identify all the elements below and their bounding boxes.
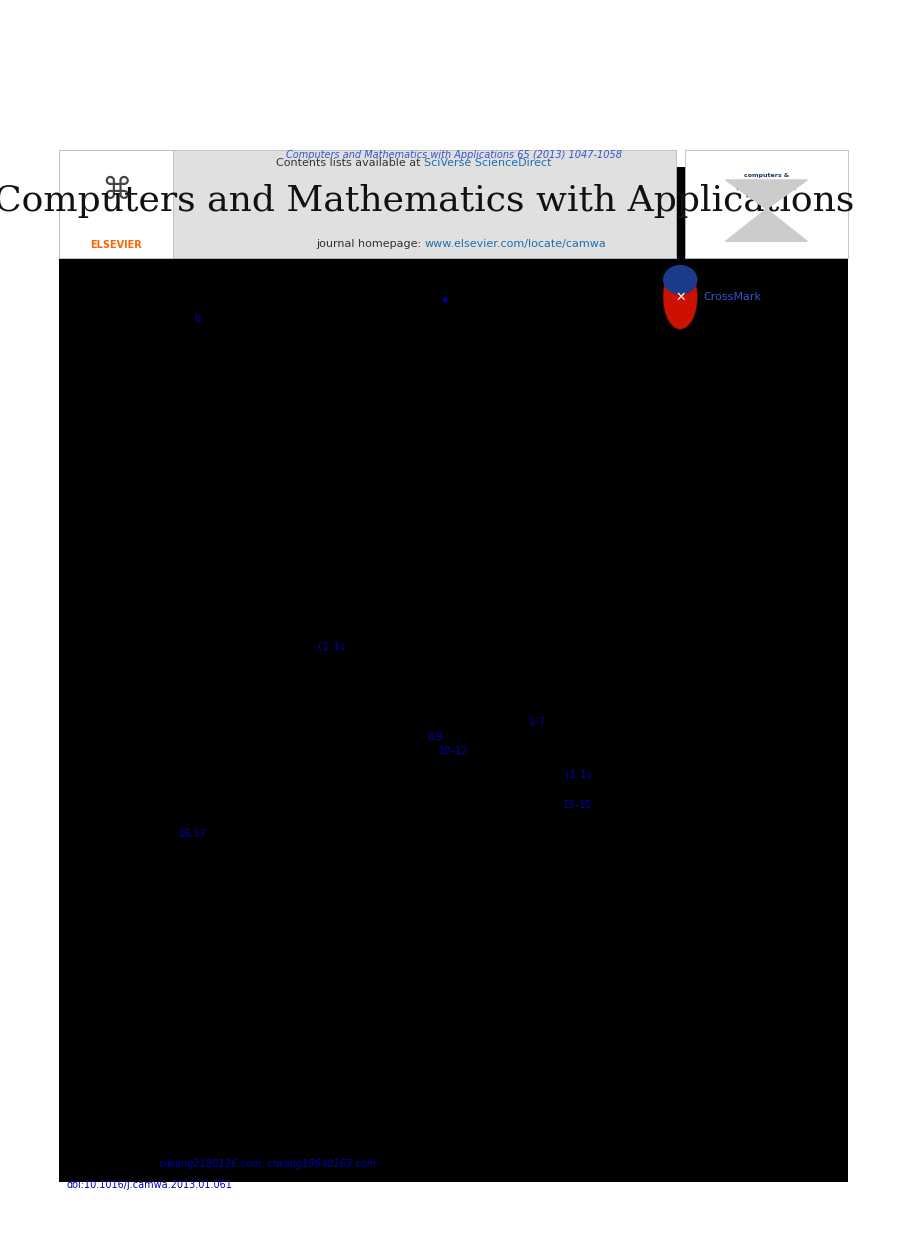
Text: Computers and Mathematics with Applications: Computers and Mathematics with Applicati… — [0, 184, 854, 218]
Text: (1.1): (1.1) — [564, 770, 591, 780]
Text: ★: ★ — [440, 295, 449, 305]
Text: 13–15: 13–15 — [563, 800, 592, 810]
Text: 1–7: 1–7 — [529, 717, 547, 727]
Text: 8,9: 8,9 — [428, 732, 443, 742]
Text: doi:10.1016/j.camwa.2013.01.061: doi:10.1016/j.camwa.2013.01.061 — [66, 1180, 232, 1190]
FancyBboxPatch shape — [685, 150, 848, 258]
FancyBboxPatch shape — [59, 150, 173, 258]
Text: clwang2180126.com; clwang19640163.com: clwang2180126.com; clwang19640163.com — [159, 1159, 375, 1169]
Text: 10–12: 10–12 — [439, 747, 468, 756]
Text: SciVerse ScienceDirect: SciVerse ScienceDirect — [424, 157, 552, 167]
Text: b: b — [195, 314, 200, 324]
Text: journal homepage:: journal homepage: — [316, 239, 424, 249]
FancyBboxPatch shape — [59, 150, 676, 258]
Ellipse shape — [663, 265, 697, 295]
Text: 16,17: 16,17 — [180, 829, 207, 839]
Ellipse shape — [663, 265, 697, 329]
Polygon shape — [726, 209, 807, 241]
Text: computers &
mathematics
with applications: computers & mathematics with application… — [736, 173, 796, 191]
Text: Contents lists available at: Contents lists available at — [277, 157, 424, 167]
Text: (1.1): (1.1) — [317, 641, 345, 651]
Text: ELSEVIER: ELSEVIER — [90, 240, 142, 250]
Text: ✕: ✕ — [675, 291, 686, 303]
Text: ⌘: ⌘ — [101, 176, 132, 206]
FancyBboxPatch shape — [59, 167, 848, 1182]
Text: www.elsevier.com/locate/camwa: www.elsevier.com/locate/camwa — [424, 239, 606, 249]
Text: Computers and Mathematics with Applications 65 (2013) 1047-1058: Computers and Mathematics with Applicati… — [286, 150, 621, 160]
Polygon shape — [726, 180, 807, 209]
Text: CrossMark: CrossMark — [703, 292, 761, 302]
